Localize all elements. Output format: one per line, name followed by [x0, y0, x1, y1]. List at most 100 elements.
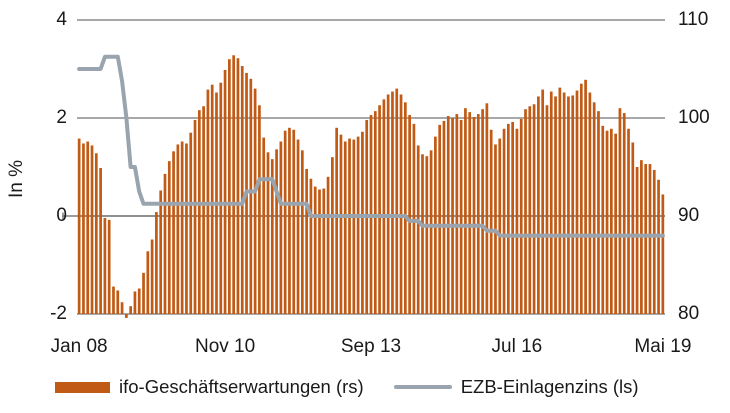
ifo-bar [524, 109, 527, 315]
ifo-bar [386, 94, 390, 314]
ifo-bar [511, 121, 514, 314]
ifo-bar [300, 150, 304, 314]
legend-label-ifo: ifo-Geschäftserwartungen (rs) [119, 376, 364, 397]
ifo-bar [476, 114, 480, 314]
left-axis-tick-2: 2 [56, 107, 67, 128]
legend-item-ifo: ifo-Geschäftserwartungen (rs) [55, 376, 364, 398]
ifo-bar [232, 55, 236, 314]
ifo-bar [627, 128, 630, 314]
ifo-bar [373, 111, 377, 314]
ifo-bar [185, 143, 188, 314]
ifo-bar [262, 137, 266, 314]
ifo-bar [592, 102, 596, 314]
ifo-bar [172, 151, 175, 314]
ifo-bar [322, 188, 326, 314]
ifo-bar [275, 149, 278, 314]
left-axis-title: In % [6, 159, 27, 199]
ifo-bar [133, 291, 137, 314]
ifo-bar [296, 139, 300, 314]
left-axis-tick-0: 0 [56, 205, 67, 226]
left-axis-tick-4: 4 [56, 9, 67, 30]
ifo-bar [579, 83, 583, 314]
ifo-bar [176, 144, 180, 314]
ifo-bar [202, 106, 205, 315]
ifo-bar [236, 58, 240, 314]
legend-item-ezb: EZB-Einlagenzins (ls) [393, 376, 639, 398]
ifo-bar [635, 167, 639, 314]
ifo-bar [253, 88, 257, 314]
right-axis-tick-80: 80 [678, 303, 700, 324]
ifo-bar [549, 91, 553, 314]
ifo-bar [378, 105, 381, 314]
ifo-bar [605, 130, 609, 314]
ifo-bar [120, 302, 124, 314]
ifo-bar [339, 134, 343, 314]
ifo-bar [382, 99, 386, 314]
ifo-bar [614, 133, 617, 314]
ifo-bar [455, 114, 459, 314]
ifo-bar [318, 189, 321, 314]
ifo-bar [331, 157, 334, 314]
ifo-bar [438, 124, 442, 314]
ifo-bar [584, 79, 587, 314]
ifo-bar [313, 186, 317, 314]
ifo-bar [464, 108, 467, 314]
ifo-bar [446, 116, 450, 314]
legend-line-swatch-icon [393, 384, 452, 390]
ifo-bar [86, 141, 90, 314]
x-axis-tick-nov10: Nov 10 [194, 336, 256, 357]
ifo-bar [575, 90, 579, 314]
ifo-bar [399, 94, 403, 314]
ifo-bar [661, 194, 665, 314]
ifo-bar [519, 118, 523, 314]
ifo-bar [558, 87, 562, 315]
ifo-bar [249, 78, 253, 314]
ifo-bar [125, 314, 128, 318]
ifo-bar [485, 103, 489, 314]
ifo-bar [567, 96, 570, 314]
ifo-bar [391, 91, 394, 314]
ifo-bar [82, 143, 85, 314]
ifo-bar [429, 150, 433, 314]
ifo-bar [425, 156, 429, 314]
ifo-bar [408, 115, 411, 314]
ifo-bar [442, 120, 446, 314]
ifo-bar [107, 219, 111, 314]
ifo-bar [356, 136, 360, 314]
ifo-bar [129, 306, 132, 314]
ifo-bar [489, 129, 493, 314]
ifo-bar [652, 169, 656, 314]
ifo-bar [283, 130, 287, 314]
left-axis-tick-minus2: -2 [50, 303, 67, 324]
ifo-bar [498, 138, 502, 314]
ifo-bar [588, 92, 592, 315]
ifo-bar [631, 142, 635, 314]
ifo-bar [223, 69, 227, 314]
ifo-bar [228, 59, 231, 315]
ifo-bar [210, 84, 214, 315]
ifo-bar [541, 89, 545, 314]
x-axis-tick-jul16: Jul 16 [491, 336, 543, 357]
ifo-bar [644, 164, 648, 314]
ifo-bar [305, 168, 308, 314]
ifo-bar [571, 95, 575, 315]
legend-bar-swatch-icon [55, 381, 110, 393]
ifo-bar [180, 141, 184, 314]
ifo-bar [421, 154, 424, 314]
ifo-bar [146, 251, 150, 314]
ifo-bar [103, 217, 107, 314]
ifo-bar [515, 128, 519, 314]
ifo-bar [193, 119, 197, 315]
ifo-bar [459, 119, 463, 315]
ezb-rate-line [77, 54, 665, 238]
ifo-bar [618, 108, 622, 314]
ifo-bar [326, 176, 330, 314]
ifo-bar [155, 212, 158, 314]
ifo-bar [343, 141, 347, 314]
ifo-bar [112, 286, 115, 314]
ifo-bar [309, 178, 313, 314]
ifo-bar [116, 290, 120, 314]
x-axis-tick-sep13: Sep 13 [340, 336, 402, 357]
right-axis-tick-100: 100 [678, 107, 710, 128]
